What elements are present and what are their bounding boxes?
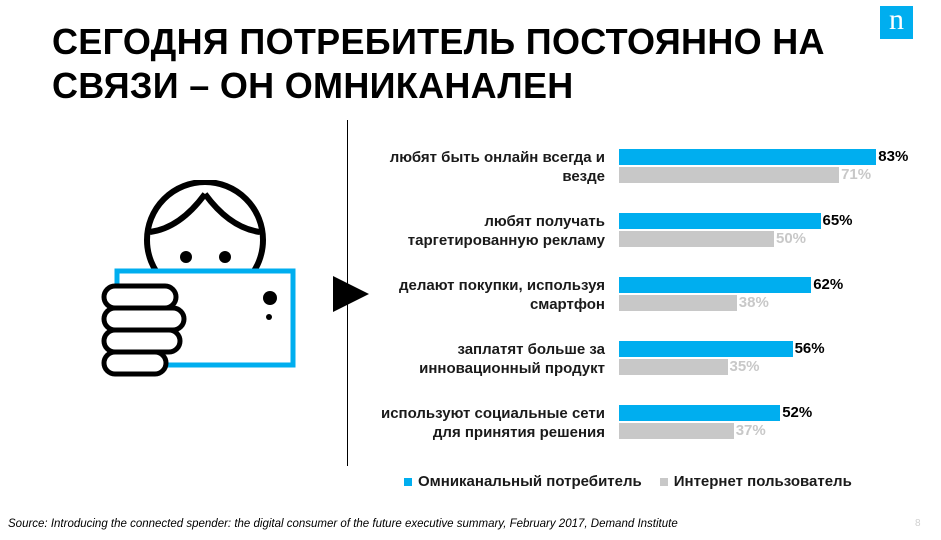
nielsen-logo: n [880, 5, 913, 39]
data-label-internet: 71% [841, 166, 872, 183]
bar-omni [619, 277, 812, 293]
person-with-smartphone-illustration [101, 180, 296, 377]
bar-omni [619, 405, 781, 421]
legend-swatch-internet [659, 477, 668, 486]
data-label-internet: 35% [729, 358, 760, 375]
bar-chart: любят быть онлайн всегда и везде 83% 71% лю… [380, 148, 909, 442]
legend-item-internet: Интернет пользователь [659, 473, 852, 490]
phone-sensor [266, 314, 272, 320]
source-note: Source: Introducing the connected spende… [8, 518, 678, 530]
hair-line [149, 192, 208, 235]
data-label-internet: 38% [738, 294, 769, 311]
legend-item-omni: Омниканальный потребитель [404, 473, 642, 490]
finger-4 [101, 349, 169, 377]
legend-label-internet: Интернет пользователь [673, 473, 852, 490]
chart-legend: Омниканальный потребитель Интернет польз… [404, 473, 852, 490]
category-label: любят получать таргетированную рекламу [407, 213, 605, 249]
legend-label-omni: Омниканальный потребитель [418, 473, 642, 490]
page-title: СЕГОДНЯ ПОТРЕБИТЕЛЬ ПОСТОЯННО НА СВЯЗИ –… [52, 21, 825, 106]
page-number: 8 [915, 518, 921, 529]
pointer-triangle-icon [333, 276, 369, 312]
phone-camera [263, 291, 277, 305]
data-label-internet: 50% [776, 230, 807, 247]
data-label-internet: 37% [735, 422, 766, 439]
data-label-omni: 52% [782, 404, 813, 421]
bar-omni [619, 341, 793, 357]
legend-swatch-omni [404, 477, 412, 486]
category-label: используют социальные сети для принятия … [380, 405, 605, 441]
bar-internet [619, 423, 734, 439]
category-label: любят быть онлайн всегда и везде [389, 149, 605, 185]
bar-internet [619, 295, 737, 311]
hair-line [202, 192, 261, 235]
data-label-omni: 65% [822, 212, 853, 229]
category-label: делают покупки, используя смартфон [398, 277, 605, 313]
bar-internet [619, 167, 840, 183]
bar-internet [619, 359, 728, 375]
data-label-omni: 56% [794, 340, 825, 357]
eye-right [219, 251, 231, 263]
bar-omni [619, 149, 877, 165]
bar-omni [619, 213, 821, 229]
data-label-omni: 83% [878, 148, 909, 165]
bar-internet [619, 231, 774, 247]
data-label-omni: 62% [813, 276, 844, 293]
eye-left [180, 251, 192, 263]
category-label: заплатят больше за инновационный продукт [419, 341, 605, 377]
